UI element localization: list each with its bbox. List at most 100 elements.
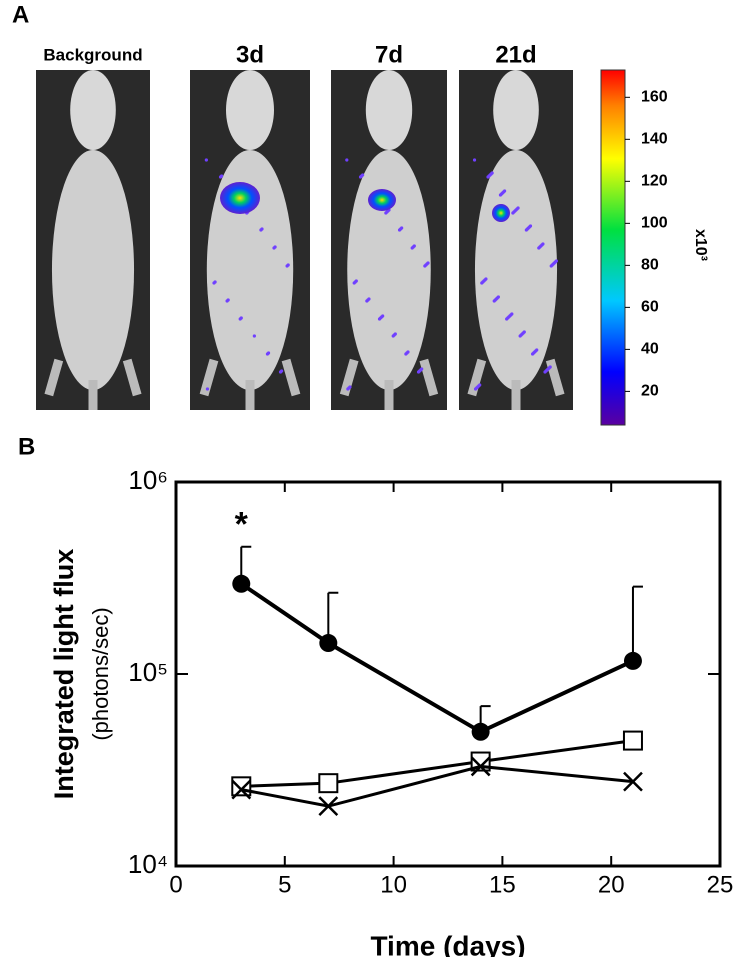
mouse-body <box>51 150 135 390</box>
x-axis-label: Time (days) <box>370 930 525 957</box>
mouse-image <box>459 70 573 410</box>
mouse-head <box>70 70 116 150</box>
x-tick-label: 15 <box>489 871 516 898</box>
signal-blob <box>492 204 510 222</box>
colorbar-tick-label: 60 <box>641 299 659 316</box>
image-label: 21d <box>495 41 536 68</box>
signal-speck <box>548 365 552 369</box>
signal-speck <box>503 189 507 193</box>
colorbar-tick-label: 80 <box>641 257 659 274</box>
signal-speck <box>367 297 371 301</box>
signal-speck <box>226 298 230 302</box>
signal-speck <box>260 227 264 231</box>
signal-speck <box>496 295 500 299</box>
signal-speck <box>484 277 488 281</box>
panel-label: A <box>12 1 29 28</box>
signal-speck <box>554 259 559 263</box>
signal-speck <box>348 385 352 389</box>
signal-speck <box>220 174 224 178</box>
image-label: Background <box>43 45 142 64</box>
signal-speck <box>420 367 424 371</box>
annotation: * <box>235 506 249 544</box>
marker <box>318 796 339 817</box>
mouse-image <box>36 70 150 410</box>
marker <box>623 771 643 792</box>
mouse-image <box>190 70 310 410</box>
marker <box>232 574 251 593</box>
signal-speck <box>266 351 271 355</box>
signal-speck <box>213 280 217 284</box>
y-axis-sublabel: (photons/sec) <box>88 607 113 740</box>
signal-speck <box>478 383 482 387</box>
plot-frame <box>174 480 722 868</box>
mouse-legs <box>44 358 142 410</box>
mouse-body <box>347 150 431 390</box>
signal-speck <box>252 334 256 338</box>
signal-speck <box>239 316 243 320</box>
signal-speck <box>286 263 290 267</box>
signal-speck <box>426 261 430 265</box>
image-label: 7d <box>375 41 403 68</box>
marker <box>623 651 642 670</box>
colorbar-tick-label: 40 <box>641 341 659 358</box>
signal-speck <box>381 314 385 318</box>
signal-speck <box>472 158 477 162</box>
series-line <box>241 739 634 788</box>
marker <box>622 730 643 751</box>
mouse-head <box>226 70 274 150</box>
mouse-legs <box>199 358 301 410</box>
y-tick-label: 10⁶ <box>128 465 168 495</box>
mouse-legs <box>339 358 439 410</box>
colorbar-tick-label: 20 <box>641 383 659 400</box>
mouse-body <box>474 150 558 390</box>
x-tick-label: 10 <box>380 871 407 898</box>
series-line <box>240 582 634 735</box>
signal-speck <box>541 242 545 246</box>
marker <box>231 776 252 797</box>
signal-speck <box>516 206 520 210</box>
signal-speck <box>412 244 416 248</box>
x-tick-label: 5 <box>278 871 291 898</box>
mouse-head <box>365 70 413 150</box>
colorbar-tick-label: 100 <box>641 215 668 232</box>
signal-speck <box>535 348 539 352</box>
signal-speck <box>393 332 397 336</box>
marker <box>471 722 490 741</box>
signal-speck <box>280 369 284 373</box>
signal-speck <box>205 387 210 391</box>
y-tick-label: 10⁵ <box>128 657 168 687</box>
signal-speck <box>490 171 494 175</box>
mouse-head <box>493 70 539 150</box>
colorbar-tick-label: 160 <box>641 89 668 106</box>
colorbar-tick-label: 140 <box>641 131 668 148</box>
series-line <box>240 764 634 808</box>
marker <box>470 756 491 777</box>
panel-label: B <box>18 433 35 460</box>
y-tick-label: 10⁴ <box>128 849 168 879</box>
mouse-image <box>331 70 447 410</box>
signal-speck <box>510 312 514 316</box>
signal-blob <box>220 182 260 214</box>
y-axis-label: Integrated light flux <box>49 549 79 800</box>
signal-speck <box>354 279 358 283</box>
mouse-legs <box>467 358 565 410</box>
colorbar-unit: x10³ <box>692 229 709 261</box>
signal-speck <box>204 158 208 162</box>
signal-speck <box>400 226 404 230</box>
colorbar <box>600 69 626 426</box>
signal-speck <box>361 173 365 177</box>
signal-speck <box>528 224 533 228</box>
marker <box>231 779 252 800</box>
signal-speck <box>406 350 410 354</box>
x-tick-label: 20 <box>598 871 625 898</box>
marker <box>318 773 339 794</box>
marker <box>319 634 338 653</box>
x-tick-label: 0 <box>169 871 182 898</box>
signal-blob <box>368 189 396 211</box>
signal-speck <box>273 245 277 249</box>
signal-speck <box>522 330 526 334</box>
colorbar-tick-label: 120 <box>641 173 668 190</box>
image-label: 3d <box>236 41 264 68</box>
x-tick-label: 25 <box>707 871 734 898</box>
